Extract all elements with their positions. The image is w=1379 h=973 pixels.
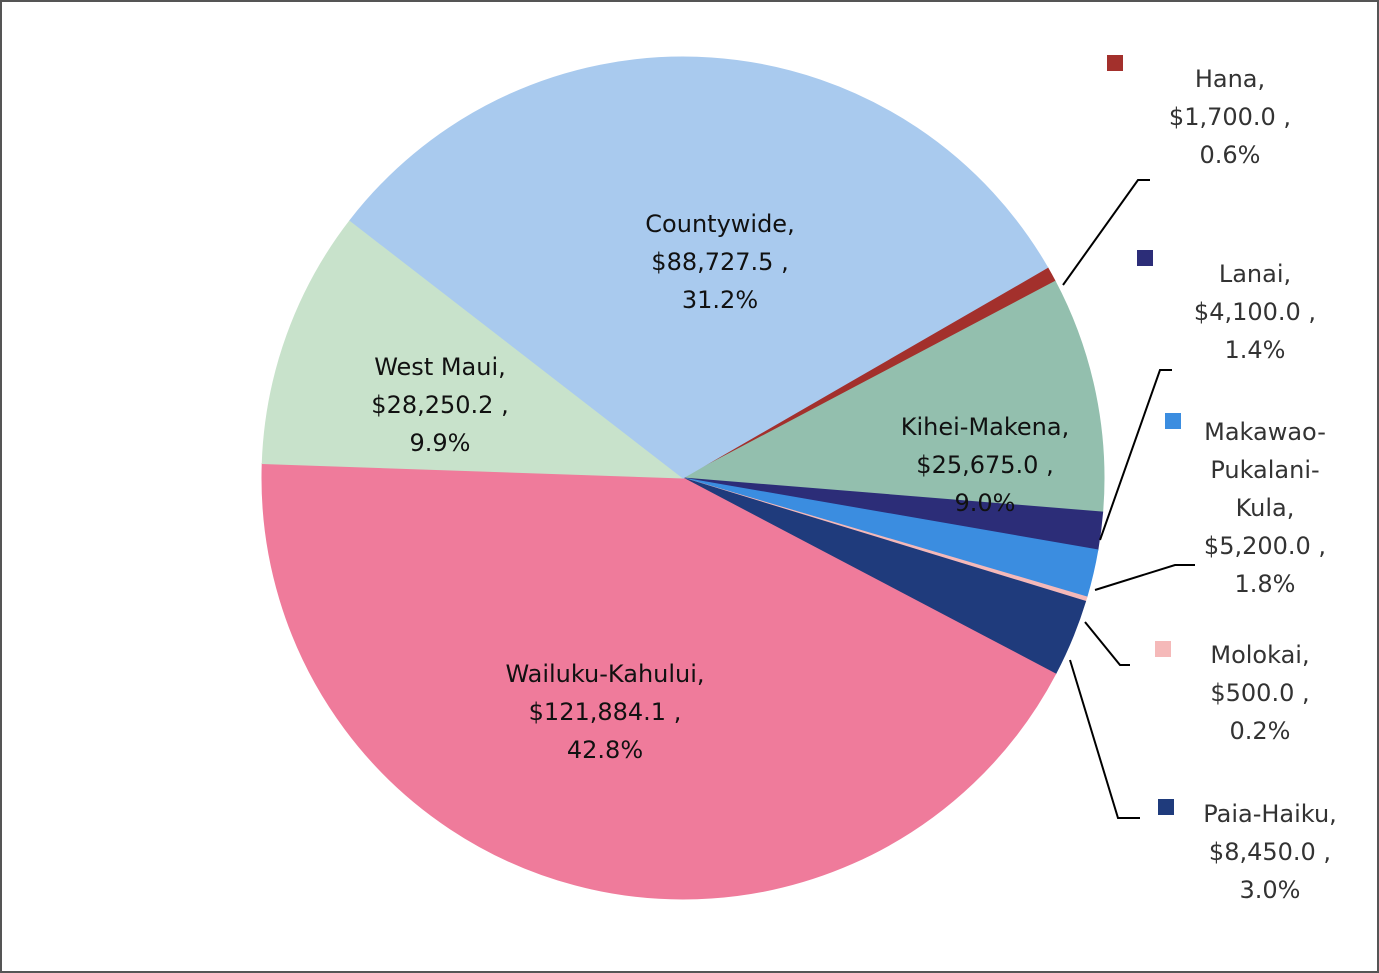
leader-lines bbox=[1062, 179, 1195, 819]
legend-marker bbox=[1158, 799, 1174, 815]
label-percent: 31.2% bbox=[681, 286, 759, 314]
pie-slice bbox=[261, 219, 685, 479]
data-label: Paia-Haiku, $8,450.0 , 3.0% bbox=[1195, 795, 1345, 909]
data-label: West Maui, $28,250.2 , 9.9% bbox=[300, 348, 580, 462]
slices bbox=[261, 56, 1105, 900]
label-percent: 0.2% bbox=[1229, 717, 1291, 745]
legend-marker bbox=[1165, 413, 1181, 429]
label-category: Wailuku-Kahului, bbox=[505, 660, 705, 688]
label-percent: 1.8% bbox=[1234, 570, 1296, 598]
label-percent: 9.9% bbox=[409, 429, 471, 457]
label-category: Makawao-Pukalani-Kula, bbox=[1204, 418, 1326, 522]
label-category: West Maui, bbox=[374, 353, 506, 381]
leader-line bbox=[1099, 369, 1172, 541]
label-category: Hana, bbox=[1194, 65, 1266, 93]
label-value: $25,675.0 , bbox=[916, 451, 1054, 479]
legend-marker bbox=[1137, 250, 1153, 266]
label-values: $121,884.1 , 42.8% bbox=[430, 693, 780, 769]
label-category: Paia-Haiku, bbox=[1203, 800, 1337, 828]
label-value: $121,884.1 , bbox=[528, 698, 682, 726]
label-category: Lanai, bbox=[1218, 260, 1292, 288]
data-label: Lanai, $4,100.0 , 1.4% bbox=[1180, 255, 1330, 369]
data-label: Wailuku-Kahului, $121,884.1 , 42.8% bbox=[430, 655, 780, 769]
label-value: $8,450.0 , bbox=[1208, 838, 1332, 866]
label-percent: 3.0% bbox=[1239, 876, 1301, 904]
label-percent: 1.4% bbox=[1224, 336, 1286, 364]
legend-marker bbox=[1155, 641, 1171, 657]
leader-line bbox=[1084, 621, 1130, 666]
label-value: $1,700.0 , bbox=[1168, 103, 1292, 131]
label-value: $28,250.2 , bbox=[371, 391, 509, 419]
leader-line bbox=[1094, 564, 1195, 591]
label-value: $88,727.5 , bbox=[651, 248, 789, 276]
data-label: Makawao-Pukalani-Kula, $5,200.0 , 1.8% bbox=[1195, 413, 1335, 603]
pie-slice bbox=[349, 56, 1049, 479]
pie-slice bbox=[261, 462, 1057, 900]
label-value: $5,200.0 , bbox=[1203, 532, 1327, 560]
data-label: Countywide, $88,727.5 , 31.2% bbox=[570, 205, 870, 319]
data-label: Kihei-Makena, $25,675.0 , 9.0% bbox=[860, 408, 1110, 522]
data-label: Hana, $1,700.0 , 0.6% bbox=[1150, 60, 1310, 174]
label-category: Molokai, bbox=[1210, 641, 1310, 669]
leader-line bbox=[1069, 659, 1140, 819]
label-value: $4,100.0 , bbox=[1193, 298, 1317, 326]
label-percent: 0.6% bbox=[1199, 141, 1261, 169]
data-label: Molokai, $500.0 , 0.2% bbox=[1190, 636, 1330, 750]
label-values: $88,727.5 , 31.2% bbox=[570, 243, 870, 319]
label-category: Kihei-Makena, bbox=[900, 413, 1070, 441]
label-values: $28,250.2 , 9.9% bbox=[300, 386, 580, 462]
label-values: $25,675.0 , 9.0% bbox=[860, 446, 1110, 522]
leader-line bbox=[1062, 179, 1150, 286]
label-percent: 42.8% bbox=[566, 736, 644, 764]
label-percent: 9.0% bbox=[954, 489, 1016, 517]
label-category: Countywide, bbox=[645, 210, 795, 238]
label-value: $500.0 , bbox=[1210, 679, 1310, 707]
legend-marker bbox=[1107, 55, 1123, 71]
pie-slice bbox=[681, 280, 1105, 513]
